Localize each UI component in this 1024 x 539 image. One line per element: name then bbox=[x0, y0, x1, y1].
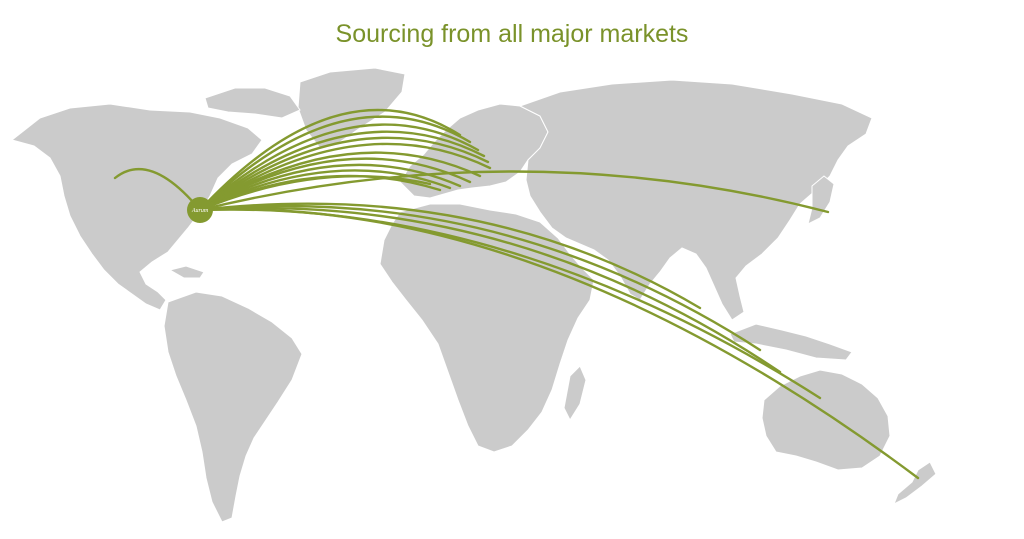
continents bbox=[10, 67, 937, 523]
hub-label: Aurum bbox=[191, 208, 209, 214]
landmass-arctic-islands bbox=[204, 87, 301, 119]
route-line bbox=[198, 115, 472, 212]
landmass-south-america bbox=[163, 291, 303, 523]
hub-marker: Aurum bbox=[187, 197, 213, 223]
route-line bbox=[198, 123, 480, 212]
route-line bbox=[198, 175, 432, 212]
route-line bbox=[198, 208, 920, 480]
landmass-greenland bbox=[297, 67, 406, 149]
landmass-new-zealand bbox=[893, 461, 937, 506]
landmass-indonesia bbox=[729, 323, 853, 361]
route-line bbox=[113, 168, 202, 212]
route-lines bbox=[113, 108, 920, 480]
route-line bbox=[198, 206, 782, 374]
route-line bbox=[198, 157, 472, 212]
route-line bbox=[198, 202, 702, 310]
landmass-asia bbox=[518, 79, 873, 321]
route-line bbox=[198, 142, 492, 212]
route-line bbox=[198, 170, 830, 214]
landmass-caribbean bbox=[168, 265, 205, 279]
landmass-madagascar bbox=[563, 365, 587, 422]
landmass-africa bbox=[379, 203, 595, 453]
route-line bbox=[198, 204, 762, 352]
landmass-north-america bbox=[10, 103, 263, 311]
route-line bbox=[198, 136, 490, 212]
route-line bbox=[198, 130, 486, 212]
page-title: Sourcing from all major markets bbox=[335, 20, 689, 48]
route-line bbox=[198, 169, 452, 212]
company-logo-marker bbox=[187, 197, 213, 223]
route-line bbox=[198, 108, 462, 212]
landmass-australia bbox=[761, 369, 891, 471]
